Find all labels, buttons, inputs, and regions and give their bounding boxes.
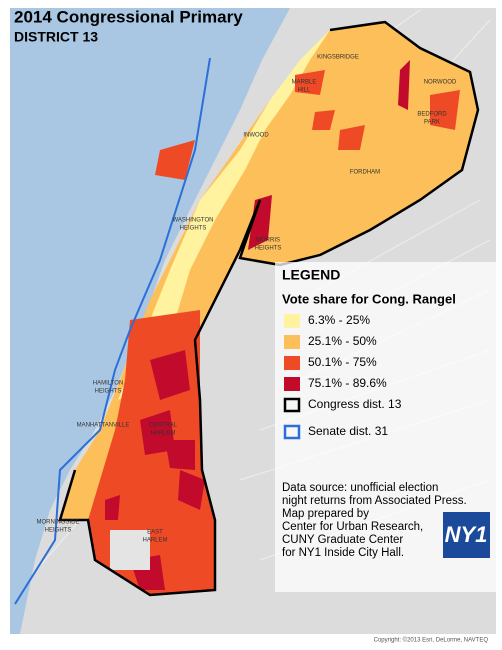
copyright: Copyright: ©2013 Esri, DeLorme, NAVTEQ bbox=[374, 637, 489, 644]
place-label: PARK bbox=[424, 120, 440, 126]
legend-swatch bbox=[284, 335, 300, 349]
place-labels: KINGSBRIDGE MARBLE HILL NORWOOD INWOOD BEDFOR… bbox=[36, 55, 456, 544]
place-label: WASHINGTON bbox=[172, 218, 213, 224]
source-line: Center for Urban Research, bbox=[282, 521, 423, 533]
legend-swatch bbox=[284, 314, 300, 328]
legend-title: LEGEND bbox=[282, 267, 340, 283]
legend-line-swatch bbox=[283, 424, 301, 440]
place-label: CENTRAL bbox=[149, 423, 178, 429]
place-label: MANHATTANVILLE bbox=[77, 423, 130, 429]
place-label: BEDFORD bbox=[417, 112, 447, 118]
legend-swatch bbox=[284, 356, 300, 370]
place-label: EAST bbox=[147, 530, 163, 536]
logo: NY1 bbox=[445, 522, 488, 547]
hudson-river bbox=[10, 8, 290, 634]
patches-mid bbox=[155, 70, 460, 180]
legend-label: Senate dist. 31 bbox=[308, 424, 388, 438]
place-label: HAMILTON bbox=[93, 381, 123, 387]
source-line: for NY1 Inside City Hall. bbox=[282, 547, 404, 559]
place-label: HARLEM bbox=[150, 431, 175, 437]
park bbox=[110, 530, 150, 570]
subtitle: DISTRICT 13 bbox=[14, 29, 98, 45]
source-line: Data source: unofficial election bbox=[282, 482, 438, 494]
patches-high bbox=[105, 60, 410, 590]
place-label: HARLEM bbox=[142, 538, 167, 544]
place-label: HEIGHTS bbox=[180, 226, 207, 232]
legend-label: 6.3% - 25% bbox=[308, 313, 370, 327]
place-label: INWOOD bbox=[243, 133, 269, 139]
legend-label: 25.1% - 50% bbox=[308, 334, 377, 348]
source-line: night returns from Associated Press. bbox=[282, 495, 467, 507]
place-label: MORNINGSIDE bbox=[36, 520, 79, 526]
logo-box bbox=[443, 512, 490, 558]
place-label: MARBLE bbox=[292, 80, 317, 86]
title: 2014 Congressional Primary bbox=[14, 7, 243, 26]
source-line: Map prepared by bbox=[282, 508, 369, 520]
place-label: HEIGHTS bbox=[45, 528, 72, 534]
legend-label: Congress dist. 13 bbox=[308, 397, 402, 411]
place-label: HEIGHTS bbox=[95, 389, 122, 395]
legend-swatch bbox=[284, 377, 300, 391]
place-label: HILL bbox=[298, 88, 311, 94]
place-label: MORRIS bbox=[256, 238, 280, 244]
place-label: NORWOOD bbox=[424, 80, 457, 86]
legend-items: 6.3% - 25% 25.1% - 50% 50.1% - 75% 75.1% - … bbox=[283, 313, 402, 440]
legend-label: 75.1% - 89.6% bbox=[308, 376, 387, 390]
patch bbox=[118, 30, 330, 400]
congress-boundary bbox=[58, 20, 480, 597]
legend-label: 50.1% - 75% bbox=[308, 355, 377, 369]
place-label: FORDHAM bbox=[350, 170, 380, 176]
legend-heading: Vote share for Cong. Rangel bbox=[282, 291, 456, 306]
place-label: HEIGHTS bbox=[255, 246, 282, 252]
source-line: CUNY Graduate Center bbox=[282, 534, 403, 546]
senate-boundary bbox=[14, 57, 211, 605]
place-label: KINGSBRIDGE bbox=[317, 55, 359, 61]
legend-line-swatch bbox=[283, 397, 301, 413]
